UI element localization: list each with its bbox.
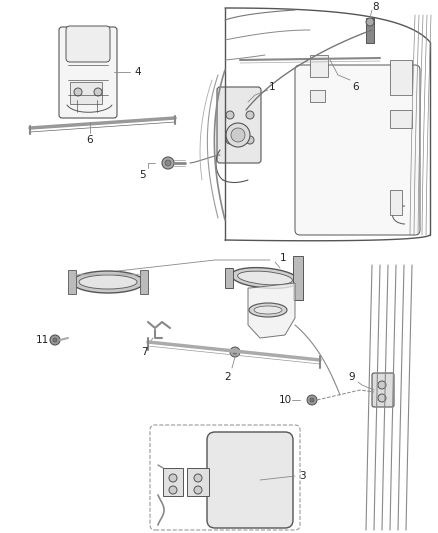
FancyBboxPatch shape bbox=[59, 27, 117, 118]
Bar bbox=[187, 468, 209, 496]
FancyBboxPatch shape bbox=[295, 65, 420, 235]
FancyBboxPatch shape bbox=[150, 425, 300, 530]
Circle shape bbox=[94, 88, 102, 96]
FancyBboxPatch shape bbox=[207, 432, 293, 528]
Bar bbox=[390, 60, 412, 95]
Text: 3: 3 bbox=[299, 471, 305, 481]
Circle shape bbox=[226, 111, 234, 119]
Circle shape bbox=[246, 111, 254, 119]
Bar bbox=[140, 270, 148, 294]
Text: 4: 4 bbox=[135, 67, 141, 77]
Circle shape bbox=[50, 335, 60, 345]
Polygon shape bbox=[248, 283, 295, 338]
FancyBboxPatch shape bbox=[372, 373, 394, 407]
Circle shape bbox=[74, 88, 82, 96]
Circle shape bbox=[378, 394, 386, 402]
Bar bbox=[68, 270, 76, 294]
Circle shape bbox=[231, 128, 245, 142]
Bar bbox=[163, 468, 183, 496]
Bar bbox=[70, 82, 102, 104]
Ellipse shape bbox=[231, 268, 299, 288]
Text: 1: 1 bbox=[280, 253, 286, 263]
Text: 6: 6 bbox=[353, 82, 359, 92]
Circle shape bbox=[310, 398, 314, 402]
Circle shape bbox=[226, 136, 234, 144]
Text: 11: 11 bbox=[35, 335, 49, 345]
Text: 1: 1 bbox=[268, 82, 276, 92]
Text: 8: 8 bbox=[373, 2, 379, 12]
Ellipse shape bbox=[237, 271, 293, 285]
Circle shape bbox=[233, 350, 237, 354]
Circle shape bbox=[165, 160, 171, 166]
Circle shape bbox=[230, 347, 240, 357]
Circle shape bbox=[307, 395, 317, 405]
Bar bbox=[390, 190, 402, 215]
Circle shape bbox=[366, 18, 374, 26]
Text: 10: 10 bbox=[279, 395, 292, 405]
FancyBboxPatch shape bbox=[66, 26, 110, 62]
Text: 9: 9 bbox=[349, 372, 355, 382]
Circle shape bbox=[243, 102, 249, 108]
Bar bbox=[366, 18, 374, 43]
Circle shape bbox=[246, 136, 254, 144]
Ellipse shape bbox=[79, 275, 137, 289]
Bar bbox=[310, 90, 325, 102]
Bar bbox=[225, 268, 233, 288]
Text: 5: 5 bbox=[140, 170, 146, 180]
Circle shape bbox=[53, 338, 57, 342]
Bar bbox=[390, 110, 412, 128]
Circle shape bbox=[194, 486, 202, 494]
Circle shape bbox=[169, 486, 177, 494]
Bar bbox=[293, 256, 303, 300]
FancyBboxPatch shape bbox=[217, 87, 261, 163]
Text: 7: 7 bbox=[141, 347, 147, 357]
Circle shape bbox=[194, 474, 202, 482]
Bar bbox=[310, 55, 328, 77]
Circle shape bbox=[169, 474, 177, 482]
Ellipse shape bbox=[72, 271, 144, 293]
Text: 2: 2 bbox=[225, 372, 231, 382]
Text: 6: 6 bbox=[87, 135, 93, 145]
Ellipse shape bbox=[254, 306, 282, 314]
Ellipse shape bbox=[249, 303, 287, 317]
Circle shape bbox=[226, 123, 250, 147]
Circle shape bbox=[378, 381, 386, 389]
Circle shape bbox=[162, 157, 174, 169]
